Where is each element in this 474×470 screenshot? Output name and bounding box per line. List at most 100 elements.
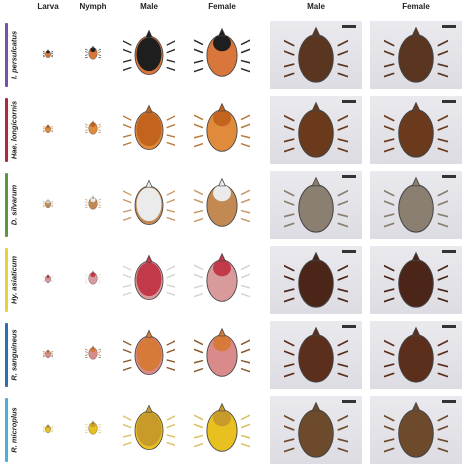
leg: [81, 129, 88, 135]
capitulum: [145, 29, 153, 38]
species-color-bar: [5, 173, 8, 237]
male-specimen-photo: [270, 96, 362, 164]
leg: [181, 134, 204, 151]
leg: [284, 363, 295, 368]
scale-bar: [342, 100, 356, 103]
leg: [284, 189, 295, 197]
male-specimen-photo: [270, 171, 362, 239]
leg: [284, 114, 295, 122]
leg: [166, 106, 183, 121]
larva-tick-icon: [40, 48, 56, 60]
header-photo-female: Female: [402, 2, 430, 11]
female-illustration: [181, 396, 263, 464]
capitulum: [411, 101, 421, 112]
capitulum: [145, 404, 153, 413]
leg: [115, 66, 132, 82]
leg: [115, 366, 132, 382]
capitulum: [91, 45, 95, 49]
scutum: [90, 122, 96, 128]
larva-illustration: [40, 46, 56, 64]
nymph-illustration: [81, 194, 105, 217]
leg: [337, 63, 348, 68]
capitulum: [311, 176, 321, 187]
capitulum: [91, 345, 95, 349]
leg: [284, 350, 295, 356]
scutum: [213, 184, 231, 202]
specimen-photo-tick: [384, 176, 448, 233]
larva-tick-icon: [40, 348, 56, 360]
leg: [240, 254, 258, 271]
scutum: [46, 200, 50, 204]
leg: [166, 66, 183, 82]
leg: [384, 447, 395, 453]
leg: [186, 404, 204, 421]
female-tick-icon: [181, 177, 263, 234]
leg: [240, 434, 263, 451]
leg: [82, 270, 88, 276]
scutum: [213, 334, 231, 352]
scale-bar: [442, 250, 456, 253]
leg: [41, 49, 45, 53]
female-tick-icon: [181, 327, 263, 384]
leg: [284, 414, 295, 422]
scutum: [400, 261, 432, 303]
leg: [437, 264, 448, 272]
scutum: [400, 111, 432, 153]
leg: [166, 31, 183, 46]
leg: [384, 189, 395, 197]
scutum: [46, 275, 50, 279]
capitulum: [411, 176, 421, 187]
leg: [337, 363, 348, 368]
larva-illustration: [40, 271, 56, 289]
leg: [384, 288, 395, 293]
leg: [437, 447, 448, 453]
leg: [284, 50, 295, 56]
leg: [186, 68, 204, 84]
leg: [437, 414, 448, 422]
leg: [437, 297, 448, 303]
leg: [240, 284, 263, 301]
capitulum: [311, 26, 321, 37]
leg: [384, 114, 395, 122]
nymph-tick-icon: [81, 120, 105, 137]
leg: [437, 222, 448, 228]
scutum: [213, 34, 231, 52]
nymph-illustration: [81, 44, 105, 67]
specimen-photo-tick: [284, 401, 348, 458]
leg: [166, 291, 183, 307]
specimen-photo-tick: [384, 326, 448, 383]
leg: [384, 72, 395, 78]
leg: [384, 372, 395, 378]
species-color-bar: [5, 248, 8, 312]
leg: [41, 124, 45, 128]
leg: [82, 431, 88, 437]
leg: [82, 131, 88, 137]
capitulum: [311, 251, 321, 262]
leg: [384, 200, 395, 206]
scutum: [300, 411, 332, 453]
female-specimen-photo: [370, 321, 462, 389]
leg: [82, 206, 88, 212]
species-color-bar: [5, 398, 8, 462]
leg: [41, 56, 45, 60]
larva-tick-icon: [40, 423, 56, 435]
leg: [284, 213, 295, 218]
scutum: [213, 259, 231, 277]
leg: [437, 438, 448, 443]
leg: [98, 195, 104, 201]
leg: [81, 54, 88, 60]
leg: [384, 414, 395, 422]
specimen-photo-tick: [284, 101, 348, 158]
capitulum: [47, 348, 49, 352]
male-specimen-photo: [270, 246, 362, 314]
leg: [337, 275, 348, 281]
capitulum: [411, 26, 421, 37]
scutum: [136, 37, 162, 72]
leg: [98, 345, 104, 351]
leg: [284, 372, 295, 378]
leg: [111, 134, 132, 149]
capitulum: [411, 401, 421, 412]
capitulum: [91, 120, 95, 124]
scutum: [90, 347, 96, 353]
leg: [384, 222, 395, 228]
